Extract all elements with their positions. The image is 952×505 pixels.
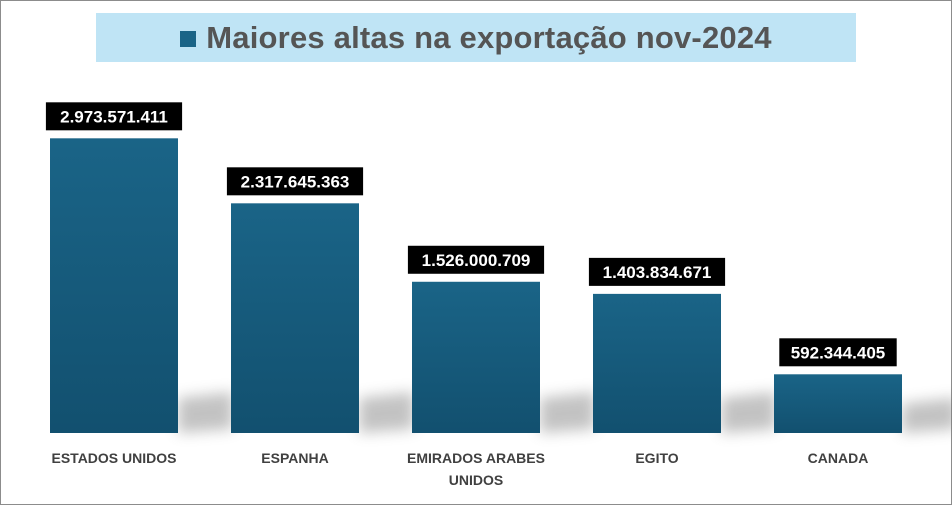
bar-shadow	[902, 398, 952, 433]
value-label: 592.344.405	[791, 343, 886, 362]
category-label: EGITO	[635, 450, 678, 466]
bar-shadows	[178, 392, 952, 433]
chart-legend: Maiores altas na exportação nov-2024	[96, 13, 856, 62]
value-label: 2.317.645.363	[241, 172, 350, 191]
category-label: ESTADOS UNIDOS	[52, 450, 177, 466]
value-label: 2.973.571.411	[60, 107, 168, 126]
value-label: 1.526.000.709	[422, 251, 531, 270]
value-label-box	[407, 245, 545, 274]
value-label-box	[226, 167, 364, 196]
category-label: EMIRADOS ARABES UNIDOS	[407, 450, 545, 488]
category-label: CANADA	[808, 450, 869, 466]
bar-canada	[774, 374, 902, 433]
bar-espanha	[231, 203, 359, 433]
category-label: ESPANHA	[261, 450, 328, 466]
value-label: 1.403.834.671	[603, 263, 712, 282]
bar-emirados-arabes-unidos	[412, 281, 540, 433]
legend-swatch	[180, 30, 197, 47]
category-labels: ESTADOS UNIDOS ESPANHA EMIRADOS ARABES UNID…	[52, 450, 869, 488]
legend-label: Maiores altas na exportação nov-2024	[206, 19, 772, 55]
bar-shadow	[359, 392, 414, 433]
value-labels: 2.973.571.411 2.317.645.363 1.526.000.709 1…	[45, 102, 897, 367]
bar-shadow	[721, 392, 776, 433]
bars	[50, 138, 902, 433]
bar-estados-unidos	[50, 138, 178, 433]
bar-shadow	[540, 392, 595, 433]
value-label-box	[779, 338, 897, 367]
value-label-box	[45, 102, 183, 131]
value-label-box	[588, 257, 726, 286]
bar-shadow	[178, 392, 233, 433]
bar-egito	[593, 293, 721, 433]
